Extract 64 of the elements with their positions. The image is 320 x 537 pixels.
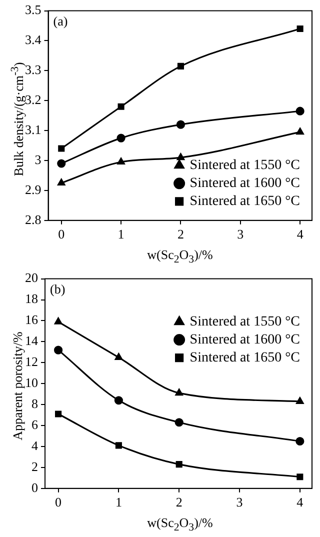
x-tick-label: 4 — [296, 494, 304, 510]
legend-label: Sintered at 1550 °C — [190, 158, 300, 174]
x-tick-label: 1 — [115, 494, 122, 510]
point — [296, 397, 304, 404]
point — [58, 145, 65, 152]
x-tick-label: 1 — [118, 226, 124, 242]
legend-label: Sintered at 1550 °C — [190, 314, 300, 330]
y-tick-label: 6 — [32, 416, 38, 432]
legend-label: Sintered at 1650 °C — [190, 194, 300, 210]
y-tick-label: 4 — [32, 438, 38, 453]
x-tick-label: 2 — [176, 494, 182, 510]
point — [117, 158, 125, 165]
y-tick-label: 18 — [25, 291, 38, 306]
point — [54, 346, 63, 354]
y-tick-label: 3.5 — [25, 2, 42, 18]
y-tick-label: 3.1 — [25, 122, 42, 137]
point — [57, 159, 66, 168]
y-tick-label: 3 — [34, 152, 42, 167]
point — [296, 436, 304, 446]
point — [296, 106, 304, 116]
x-tick-label: 3 — [236, 494, 243, 510]
y-tick-label: 2.9 — [25, 182, 42, 197]
point — [114, 396, 123, 405]
point — [296, 128, 304, 135]
legend-label: Sintered at 1600 °C — [190, 332, 300, 348]
point — [54, 317, 62, 324]
point — [176, 153, 185, 160]
y-tick-label: 2.8 — [25, 212, 42, 227]
y-tick-label: 12 — [25, 354, 38, 370]
point — [296, 25, 304, 32]
x-axis-title: w(Sc$_{2}$O$_{3}$)/% — [146, 247, 214, 266]
legend-label: Sintered at 1600 °C — [190, 176, 300, 192]
y-tick-label: 2 — [32, 458, 38, 474]
x-tick-label: 3 — [237, 226, 244, 242]
x-tick-label: 0 — [55, 494, 62, 510]
point — [176, 120, 186, 129]
point — [174, 418, 184, 427]
x-tick-label: 4 — [296, 226, 304, 242]
y-tick-label: 0 — [32, 480, 38, 495]
point — [58, 178, 66, 186]
y-tick-label: 3.2 — [25, 92, 42, 108]
y-tick-label: 10 — [25, 375, 38, 390]
y-tick-label: 3.3 — [25, 62, 42, 78]
point — [175, 388, 183, 396]
annotation: (b) — [50, 282, 66, 297]
point — [116, 134, 126, 142]
point — [55, 410, 62, 418]
y-tick-label: 16 — [25, 312, 38, 328]
point — [296, 474, 304, 480]
y-tick-label: 20 — [25, 270, 38, 286]
annotation: (a) — [53, 14, 68, 29]
y-tick-label: 14 — [25, 333, 38, 348]
x-tick-label: 2 — [177, 226, 184, 242]
point — [118, 103, 124, 110]
legend-label: Sintered at 1650 °C — [190, 350, 300, 366]
point — [176, 461, 182, 468]
x-axis-title: w(Sc$_{2}$O$_{3}$)/% — [146, 515, 214, 534]
point — [115, 442, 122, 449]
y-tick-label: 8 — [32, 396, 38, 411]
y-tick-label: 3.4 — [25, 32, 42, 48]
y-axis-title: Apparent porosity/% — [10, 330, 26, 442]
point — [177, 62, 184, 70]
point — [114, 353, 123, 360]
x-tick-label: 0 — [58, 226, 65, 242]
